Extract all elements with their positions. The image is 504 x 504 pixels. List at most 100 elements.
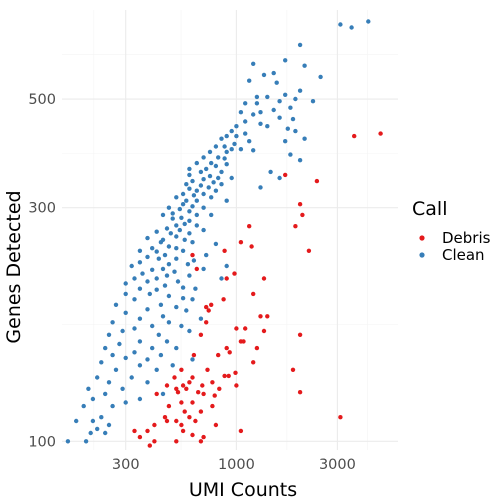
data-point — [293, 224, 298, 229]
data-point — [205, 367, 210, 372]
data-point — [132, 326, 137, 331]
data-point — [227, 350, 232, 355]
data-point — [204, 320, 209, 325]
data-point — [190, 240, 195, 245]
data-point — [99, 415, 104, 420]
data-point — [190, 204, 195, 209]
data-point — [187, 218, 192, 223]
data-point — [132, 276, 137, 281]
data-point — [175, 390, 181, 395]
data-point — [145, 428, 150, 434]
data-point — [164, 418, 170, 424]
data-point — [158, 352, 164, 358]
data-point — [147, 443, 152, 448]
data-point — [201, 177, 206, 182]
data-point — [187, 231, 192, 236]
data-point — [213, 188, 219, 193]
y-tick-label: 500 — [28, 92, 56, 108]
data-point — [174, 345, 179, 351]
data-point — [254, 94, 260, 100]
data-point — [297, 390, 303, 395]
data-point — [224, 133, 229, 139]
data-point — [198, 183, 204, 188]
data-point — [174, 223, 179, 228]
data-point — [193, 418, 198, 424]
data-point — [174, 439, 179, 444]
data-point — [95, 426, 100, 432]
data-point — [168, 231, 173, 236]
data-point — [185, 262, 191, 267]
data-point — [293, 128, 298, 134]
data-point — [166, 320, 172, 325]
data-point — [204, 304, 209, 310]
data-point — [226, 373, 231, 379]
data-point — [65, 439, 71, 444]
data-point — [106, 380, 112, 385]
data-point — [160, 314, 166, 319]
data-point — [198, 409, 204, 414]
data-point — [338, 22, 343, 27]
data-point — [88, 430, 93, 436]
data-point — [229, 147, 234, 152]
data-point — [207, 173, 213, 179]
data-point — [174, 246, 179, 251]
data-point — [137, 396, 143, 402]
data-point — [164, 383, 170, 388]
data-point — [170, 216, 175, 221]
data-point — [224, 263, 229, 269]
data-point — [172, 375, 177, 380]
data-point — [243, 101, 248, 106]
data-point — [247, 224, 252, 229]
grid-lines — [62, 10, 398, 450]
x-axis-title: UMI Counts — [189, 479, 297, 501]
data-point — [184, 182, 189, 187]
data-point — [137, 260, 143, 265]
data-point — [190, 400, 195, 405]
data-point — [160, 212, 166, 218]
data-point — [251, 112, 256, 117]
legend-key-clean — [419, 252, 425, 258]
data-point — [190, 432, 195, 438]
data-point — [103, 391, 108, 397]
data-point — [232, 141, 237, 147]
data-point — [338, 415, 343, 420]
data-point — [251, 360, 256, 365]
data-point — [288, 152, 293, 157]
data-point — [154, 391, 159, 397]
data-point — [302, 63, 307, 68]
data-point — [182, 221, 187, 227]
data-point — [201, 155, 206, 160]
data-point — [160, 391, 166, 397]
data-point — [190, 252, 195, 258]
data-point — [154, 276, 159, 281]
data-point — [349, 25, 354, 30]
data-point — [213, 144, 219, 149]
data-point — [174, 386, 179, 391]
data-point — [201, 266, 206, 272]
data-point — [209, 302, 214, 307]
data-point — [174, 418, 179, 424]
legend-label-debris: Debris — [442, 229, 491, 247]
data-point — [166, 244, 172, 249]
data-point — [271, 70, 276, 76]
data-point — [117, 341, 122, 347]
data-point — [290, 367, 296, 372]
data-point — [261, 72, 267, 78]
data-point — [265, 314, 270, 319]
data-point — [213, 163, 219, 169]
data-point — [113, 367, 119, 372]
data-point — [177, 206, 182, 212]
data-point — [238, 147, 244, 152]
data-point — [318, 74, 323, 80]
data-point — [243, 119, 248, 124]
data-point — [234, 133, 239, 139]
data-point — [277, 115, 282, 120]
x-axis-ticks: 300 1000 3000 — [112, 457, 356, 473]
data-point — [123, 400, 128, 405]
data-point — [241, 339, 246, 344]
data-point — [271, 107, 276, 113]
x-tick-label: 1000 — [218, 457, 255, 473]
data-point — [265, 94, 270, 100]
data-point — [154, 367, 159, 372]
data-point — [174, 234, 179, 239]
